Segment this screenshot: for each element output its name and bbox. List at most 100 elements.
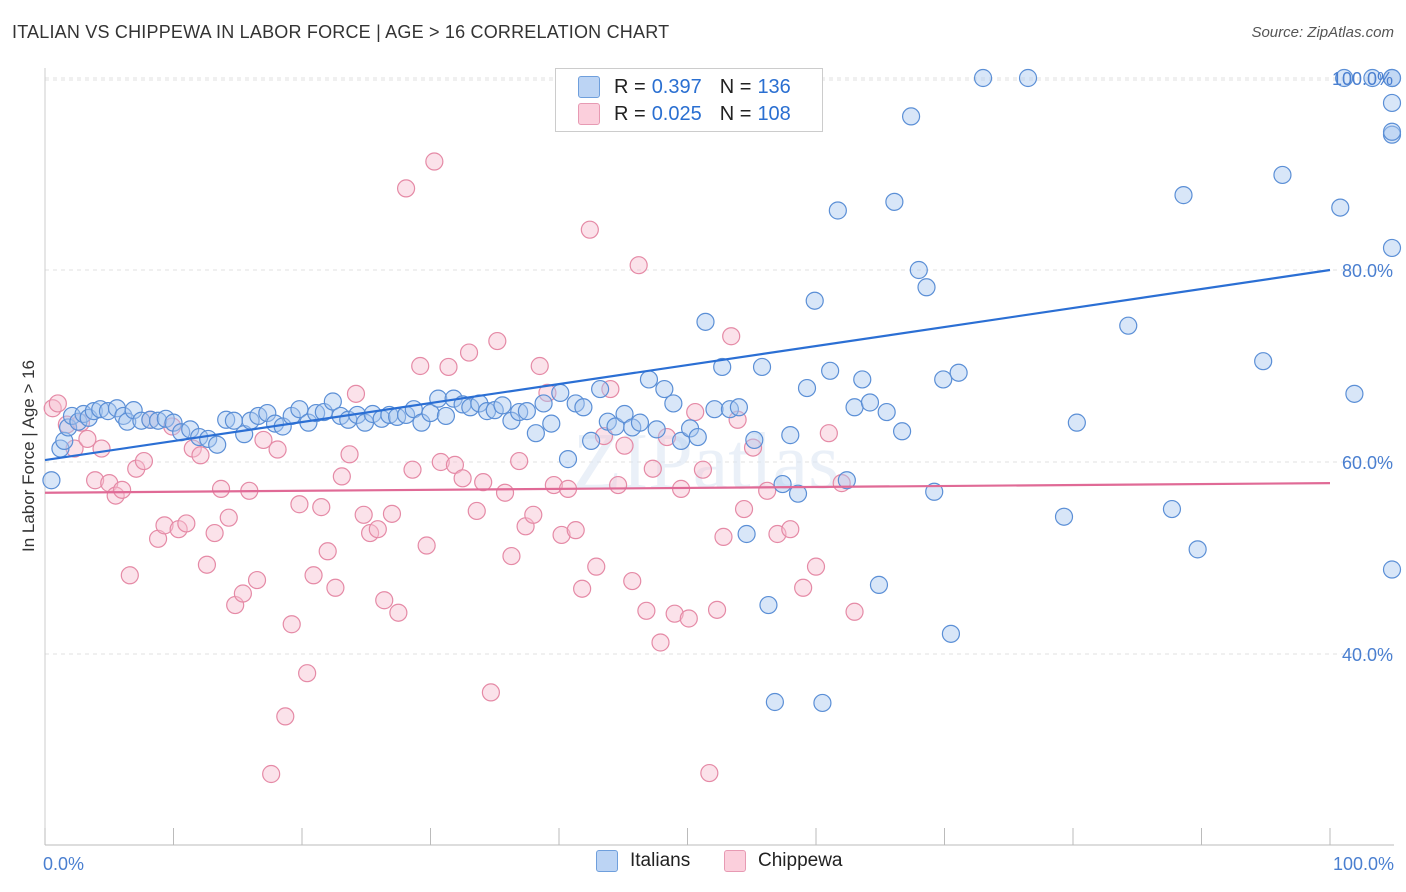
italians-point	[773, 474, 792, 494]
chippewa-point	[453, 469, 472, 488]
stats-legend: R = 0.397 N = 136 R = 0.025 N = 108	[555, 68, 823, 132]
chippewa-point	[643, 459, 662, 478]
chippewa-point	[411, 356, 430, 376]
italians-point	[869, 575, 889, 594]
chippewa-point	[467, 501, 486, 521]
chippewa-point	[326, 578, 345, 597]
chippewa-point	[657, 427, 677, 447]
legend-n-label: N =	[719, 102, 752, 125]
italians-point	[729, 398, 749, 417]
chippewa-point	[431, 452, 450, 472]
chippewa-point	[495, 483, 515, 502]
italians-point	[934, 370, 953, 389]
chippewa-point	[403, 460, 422, 479]
italians-point	[705, 400, 724, 419]
chippewa-point	[845, 602, 864, 621]
chippewa-point	[743, 438, 763, 457]
legend-label-chippewa: Chippewa	[758, 850, 843, 871]
chippewa-point	[177, 514, 196, 533]
chippewa-point	[340, 445, 359, 464]
chippewa-point	[65, 439, 84, 458]
y-tick-labels: 40.0% 60.0% 80.0% 100.0%	[1332, 69, 1393, 665]
italians-point	[1174, 186, 1193, 205]
chippewa-trend-line	[44, 482, 1331, 494]
italians-point	[821, 361, 840, 380]
chippewa-point	[219, 508, 238, 527]
italians-point	[1018, 68, 1038, 88]
chippewa-point	[502, 546, 521, 566]
chippewa-point	[623, 571, 642, 591]
chippewa-point	[254, 430, 273, 450]
chippewa-point	[573, 579, 592, 598]
chippewa-point	[615, 436, 634, 455]
italians-point	[737, 524, 756, 544]
chippewa-points	[43, 152, 864, 784]
italians-point	[493, 396, 512, 415]
italians-points	[42, 68, 1402, 713]
italians-point	[797, 378, 817, 398]
italians-trend-line	[44, 268, 1331, 462]
chippewa-point	[282, 615, 301, 634]
italians-point	[781, 426, 800, 445]
chippewa-point	[268, 440, 287, 459]
chippewa-point	[700, 763, 719, 783]
italians-point	[1119, 316, 1138, 335]
italians-point	[973, 68, 993, 88]
italians-point	[1335, 68, 1354, 88]
y-tick-label: 40.0%	[1342, 645, 1393, 665]
italians-point	[765, 692, 784, 712]
chippewa-point	[609, 475, 628, 495]
chippewa-point	[92, 439, 111, 458]
italians-point	[1067, 413, 1086, 432]
italians-point	[655, 379, 674, 399]
italians-point	[208, 435, 227, 454]
italians-point	[1273, 165, 1292, 185]
italians-point	[647, 420, 666, 439]
italians-point	[696, 312, 715, 331]
chippewa-point	[298, 664, 317, 683]
italians-point	[582, 431, 601, 450]
italians-point	[307, 403, 326, 423]
chippewa-point	[722, 327, 741, 346]
italians-point	[42, 471, 61, 490]
legend-r-value-chippewa: 0.025	[651, 102, 702, 125]
italians-point	[1254, 352, 1273, 371]
chippewa-point	[191, 446, 210, 465]
italians-point	[664, 394, 683, 413]
italians-point	[84, 402, 103, 421]
chippewa-point	[312, 498, 331, 517]
chippewa-swatch	[578, 103, 600, 125]
italians-point	[688, 427, 707, 447]
italians-point	[639, 370, 659, 389]
chippewa-point	[538, 383, 557, 402]
x-tick-label-max: 100.0%	[1333, 854, 1394, 874]
italians-point	[720, 400, 740, 419]
italians-point	[1363, 68, 1382, 88]
italians-point	[558, 450, 578, 469]
legend-item-italians[interactable]: Italians	[596, 850, 690, 872]
italians-point	[59, 418, 78, 437]
chippewa-point	[183, 439, 202, 458]
italians-point	[510, 402, 529, 422]
chippewa-point	[354, 505, 373, 524]
y-tick-label: 100.0%	[1332, 69, 1393, 89]
italians-point	[1345, 384, 1364, 403]
chippewa-point	[474, 473, 493, 492]
chippewa-point	[530, 356, 549, 376]
chippewa-point	[524, 505, 543, 524]
chippewa-point	[332, 467, 351, 486]
chippewa-point	[382, 504, 402, 523]
italians-point	[630, 413, 650, 432]
chippewa-point	[665, 604, 684, 623]
chippewa-point	[481, 683, 500, 702]
italians-point	[917, 278, 936, 297]
italians-legend-swatch	[596, 850, 618, 872]
chart-title: ITALIAN VS CHIPPEWA IN LABOR FORCE | AGE…	[12, 22, 670, 42]
legend-item-chippewa[interactable]: Chippewa	[724, 850, 843, 872]
legend-r-label: R =	[614, 102, 646, 125]
italians-point	[837, 471, 856, 490]
chippewa-point	[587, 557, 606, 576]
chippewa-point	[247, 570, 267, 590]
chippewa-point	[758, 481, 777, 500]
